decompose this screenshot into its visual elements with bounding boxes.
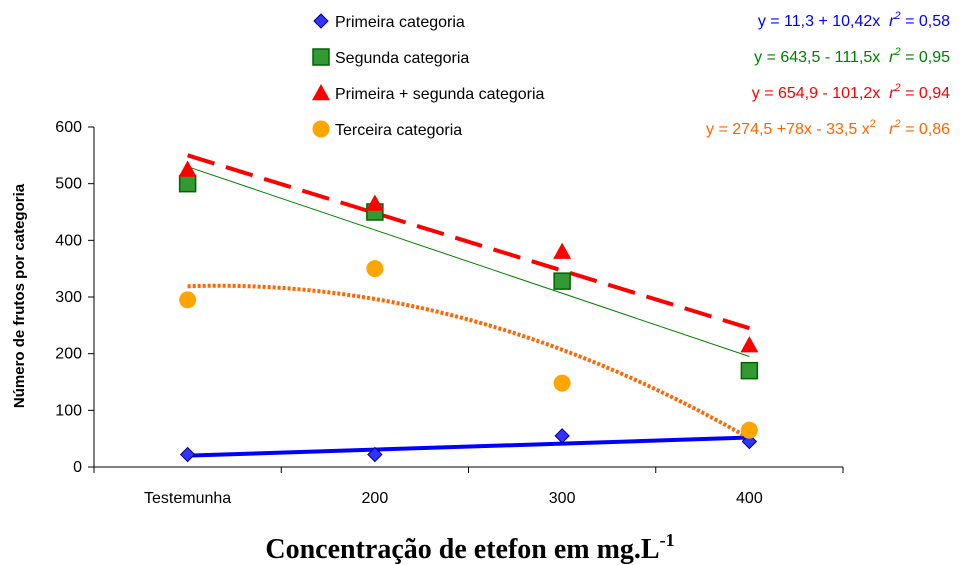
legend-label: Primeira + segunda categoria: [335, 86, 545, 103]
data-point: [553, 272, 571, 290]
regression-equation: y = 654,9 - 101,2x r2 = 0,94: [752, 82, 950, 102]
regression-equation: y = 274,5 +78x - 33,5 x2 r2 = 0,86: [706, 118, 950, 138]
legend-marker: [312, 48, 330, 66]
y-tick-label: 500: [55, 176, 82, 193]
legend-label: Segunda categoria: [335, 50, 469, 67]
data-point: [740, 361, 759, 380]
regression-equation: y = 643,5 - 111,5x r2 = 0,95: [754, 46, 950, 66]
x-tick-label: 300: [549, 490, 576, 507]
axes: 0 100 200 300 400 500 600 Testemunha 200 300 400: [55, 119, 844, 507]
trend-lines: [187, 153, 751, 458]
data-point: [741, 433, 758, 450]
x-axis-label-sup: -1: [660, 530, 675, 550]
trend-line: [187, 166, 750, 357]
legend: Primeira categoria Segunda categoria Prime…: [312, 13, 545, 139]
data-point: [179, 291, 197, 309]
trend-line: [187, 435, 750, 458]
y-tick-label: 100: [55, 402, 82, 419]
data-point: [740, 421, 758, 439]
data-point: [365, 194, 384, 211]
y-tick-label: 0: [73, 459, 82, 476]
data-point: [554, 428, 570, 444]
legend-marker: [312, 120, 330, 138]
x-tick-label: 400: [736, 490, 763, 507]
data-point: [740, 336, 759, 353]
y-axis-label: Número de frutos por categoria: [11, 183, 28, 408]
data-point: [178, 160, 197, 177]
x-axis-label-text: Concentração de etefon em mg.L: [265, 534, 659, 565]
x-tick-label: Testemunha: [144, 490, 231, 507]
regression-equation: y = 11,3 + 10,42x r2 = 0,58: [758, 10, 950, 30]
y-tick-label: 200: [55, 346, 82, 363]
trend-line: [187, 153, 750, 331]
legend-label: Primeira categoria: [335, 14, 465, 31]
legend-marker: [312, 84, 330, 101]
x-axis-label: Concentração de etefon em mg.L-1: [265, 530, 674, 565]
data-point: [366, 260, 384, 278]
y-tick-label: 600: [55, 119, 82, 136]
data-point: [367, 446, 383, 463]
equations: y = 11,3 + 10,42x r2 = 0,58 y = 643,5 - 1…: [706, 10, 950, 138]
data-point: [178, 174, 197, 193]
y-tick-label: 300: [55, 289, 82, 306]
x-tick-label: 200: [362, 490, 389, 507]
legend-marker: [313, 13, 329, 29]
y-tick-label: 400: [55, 232, 82, 249]
data-points: [178, 160, 759, 463]
data-point: [179, 446, 196, 463]
legend-label: Terceira categoria: [335, 122, 462, 139]
trend-line: [187, 283, 751, 441]
data-point: [553, 374, 571, 392]
data-point: [553, 242, 572, 259]
